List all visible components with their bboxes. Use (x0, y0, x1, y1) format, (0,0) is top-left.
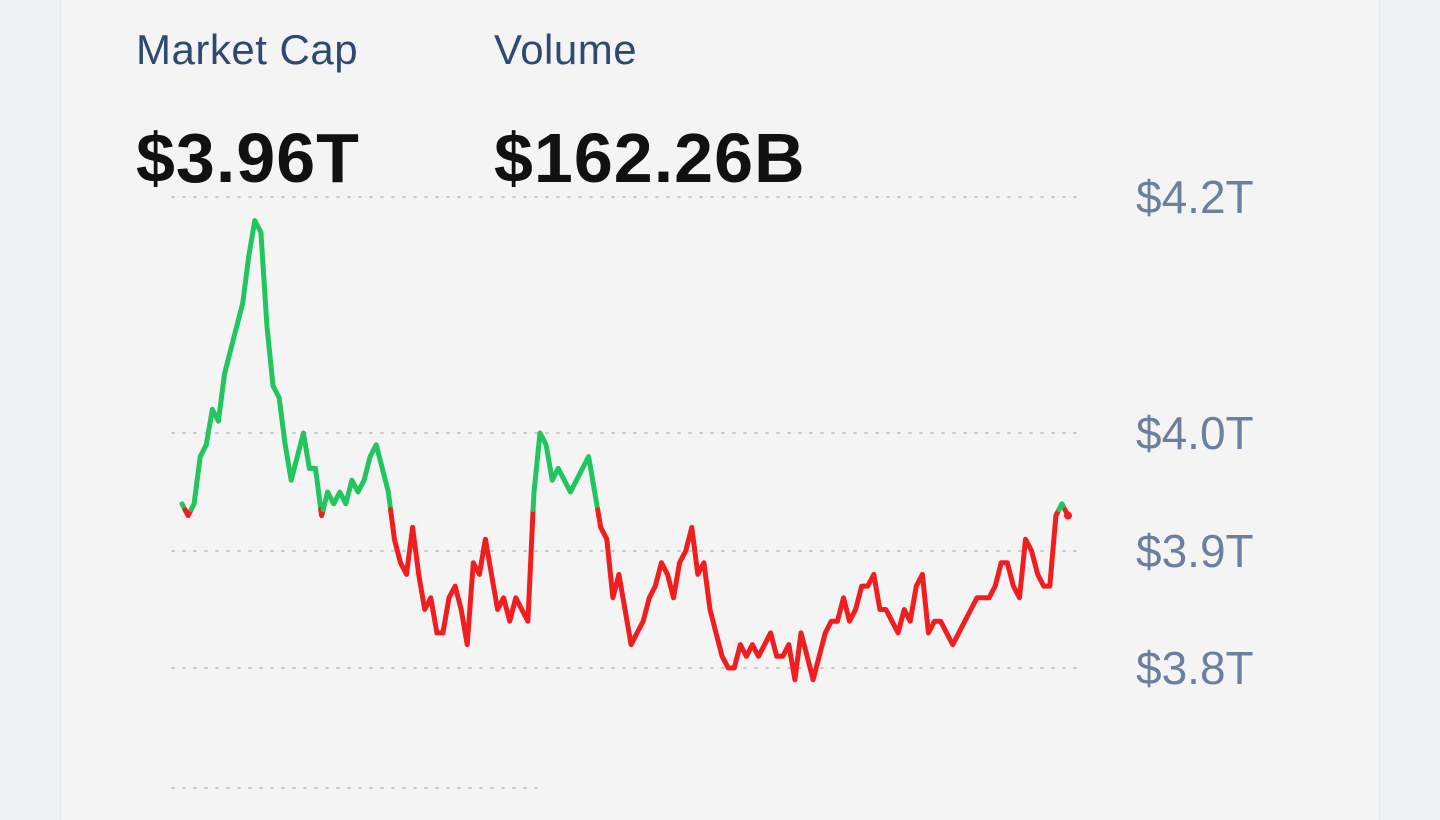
market-cap-value: $3.96T (136, 119, 360, 197)
market-cap-chart[interactable]: $4.2T $4.0T $3.9T $3.8T (0, 0, 1440, 803)
price-line-up-segment (320, 442, 394, 513)
last-price-point (1064, 511, 1072, 520)
y-tick-label: $4.0T (1136, 407, 1254, 459)
price-line-up-segment (188, 218, 324, 513)
y-tick-label: $3.8T (1136, 642, 1254, 694)
volume-value: $162.26B (494, 119, 806, 197)
price-line-down-segment (388, 507, 536, 648)
price-line-down-segment (595, 507, 1062, 683)
price-line-up-segment (530, 430, 601, 513)
y-tick-label: $3.9T (1136, 525, 1254, 577)
volume-label: Volume (494, 26, 638, 73)
market-cap-label: Market Cap (136, 26, 359, 73)
y-tick-label: $4.2T (1136, 171, 1254, 223)
